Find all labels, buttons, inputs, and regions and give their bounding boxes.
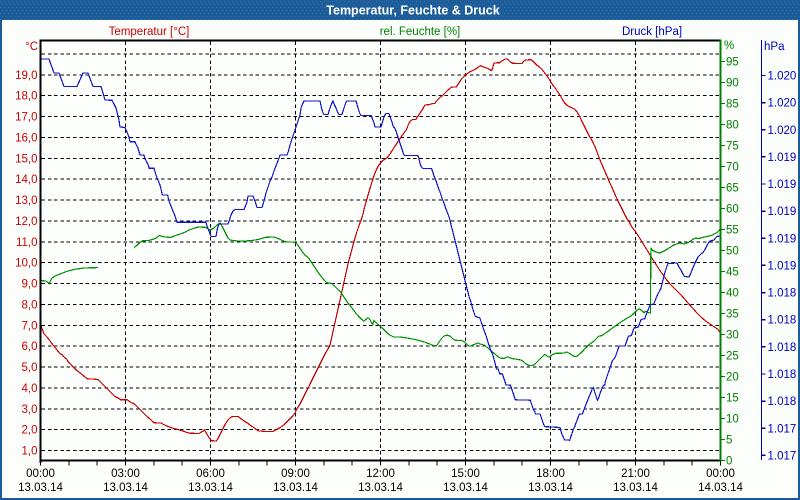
- svg-text:13,0: 13,0: [15, 195, 37, 207]
- svg-text:14,0: 14,0: [15, 174, 37, 186]
- svg-text:03:00: 03:00: [111, 468, 140, 480]
- svg-text:1.019: 1.019: [768, 260, 797, 272]
- svg-text:75: 75: [726, 141, 739, 153]
- svg-text:55: 55: [726, 225, 739, 237]
- svg-text:95: 95: [726, 57, 739, 69]
- svg-text:13.03.14: 13.03.14: [358, 482, 403, 494]
- svg-text:13.03.14: 13.03.14: [188, 482, 233, 494]
- svg-text:65: 65: [726, 183, 739, 195]
- svg-text:1.019: 1.019: [768, 152, 797, 164]
- svg-text:1.019: 1.019: [768, 233, 797, 245]
- svg-text:1.018: 1.018: [768, 342, 797, 354]
- svg-text:25: 25: [726, 351, 739, 363]
- svg-text:5,0: 5,0: [22, 362, 38, 374]
- svg-text:60: 60: [726, 204, 739, 216]
- svg-text:90: 90: [726, 78, 739, 90]
- svg-text:21:00: 21:00: [621, 468, 650, 480]
- svg-text:85: 85: [726, 99, 739, 111]
- svg-text:10: 10: [726, 414, 739, 426]
- svg-text:13.03.14: 13.03.14: [18, 482, 63, 494]
- svg-text:9,0: 9,0: [22, 279, 38, 291]
- svg-text:00:00: 00:00: [706, 468, 735, 480]
- svg-text:17,0: 17,0: [15, 112, 37, 124]
- svg-text:80: 80: [726, 120, 739, 132]
- svg-text:30: 30: [726, 330, 739, 342]
- svg-text:1.018: 1.018: [768, 288, 797, 300]
- svg-text:15: 15: [726, 393, 739, 405]
- svg-text:6,0: 6,0: [22, 341, 38, 353]
- svg-text:13.03.14: 13.03.14: [613, 482, 658, 494]
- svg-text:7,0: 7,0: [22, 320, 38, 332]
- svg-text:13.03.14: 13.03.14: [273, 482, 318, 494]
- svg-text:13.03.14: 13.03.14: [103, 482, 148, 494]
- svg-text:10,0: 10,0: [15, 258, 37, 270]
- svg-text:1.018: 1.018: [768, 369, 797, 381]
- svg-text:50: 50: [726, 246, 739, 258]
- svg-text:Temperatur, Feuchte & Druck: Temperatur, Feuchte & Druck: [326, 4, 499, 18]
- svg-text:2,0: 2,0: [22, 425, 38, 437]
- svg-text:8,0: 8,0: [22, 299, 38, 311]
- svg-text:15:00: 15:00: [451, 468, 480, 480]
- svg-text:09:00: 09:00: [281, 468, 310, 480]
- svg-text:1.018: 1.018: [768, 315, 797, 327]
- svg-text:70: 70: [726, 162, 739, 174]
- svg-text:19,0: 19,0: [15, 70, 37, 82]
- svg-text:5: 5: [726, 435, 732, 447]
- svg-text:3,0: 3,0: [22, 404, 38, 416]
- svg-text:1.017: 1.017: [768, 423, 797, 435]
- svg-text:20: 20: [726, 372, 739, 384]
- svg-text:1.017: 1.017: [768, 450, 797, 462]
- svg-text:00:00: 00:00: [26, 468, 55, 480]
- svg-text:11,0: 11,0: [16, 237, 38, 249]
- svg-text:1.019: 1.019: [768, 206, 797, 218]
- svg-text:15,0: 15,0: [15, 153, 37, 165]
- svg-text:18:00: 18:00: [536, 468, 565, 480]
- svg-text:40: 40: [726, 288, 739, 300]
- svg-text:Temperatur [°C]: Temperatur [°C]: [109, 26, 190, 38]
- svg-text:13.03.14: 13.03.14: [528, 482, 573, 494]
- svg-text:1.018: 1.018: [768, 396, 797, 408]
- svg-text:16,0: 16,0: [15, 133, 37, 145]
- svg-text:12:00: 12:00: [366, 468, 395, 480]
- svg-text:°C: °C: [25, 41, 38, 53]
- svg-text:1.020: 1.020: [768, 71, 797, 83]
- svg-text:rel. Feuchte [%]: rel. Feuchte [%]: [380, 26, 461, 38]
- svg-text:%: %: [724, 40, 734, 52]
- svg-text:Druck [hPa]: Druck [hPa]: [622, 26, 682, 38]
- svg-text:14.03.14: 14.03.14: [698, 482, 743, 494]
- svg-text:hPa: hPa: [764, 41, 785, 53]
- svg-text:1.020: 1.020: [768, 125, 797, 137]
- svg-text:1,0: 1,0: [22, 446, 38, 458]
- svg-text:06:00: 06:00: [196, 468, 225, 480]
- svg-text:0: 0: [726, 456, 732, 468]
- svg-text:4,0: 4,0: [22, 383, 38, 395]
- svg-text:12,0: 12,0: [15, 216, 37, 228]
- svg-text:1.020: 1.020: [768, 98, 797, 110]
- svg-text:45: 45: [726, 267, 739, 279]
- svg-text:1.019: 1.019: [768, 179, 797, 191]
- svg-text:18,0: 18,0: [15, 91, 37, 103]
- svg-text:13.03.14: 13.03.14: [443, 482, 488, 494]
- svg-text:35: 35: [726, 309, 739, 321]
